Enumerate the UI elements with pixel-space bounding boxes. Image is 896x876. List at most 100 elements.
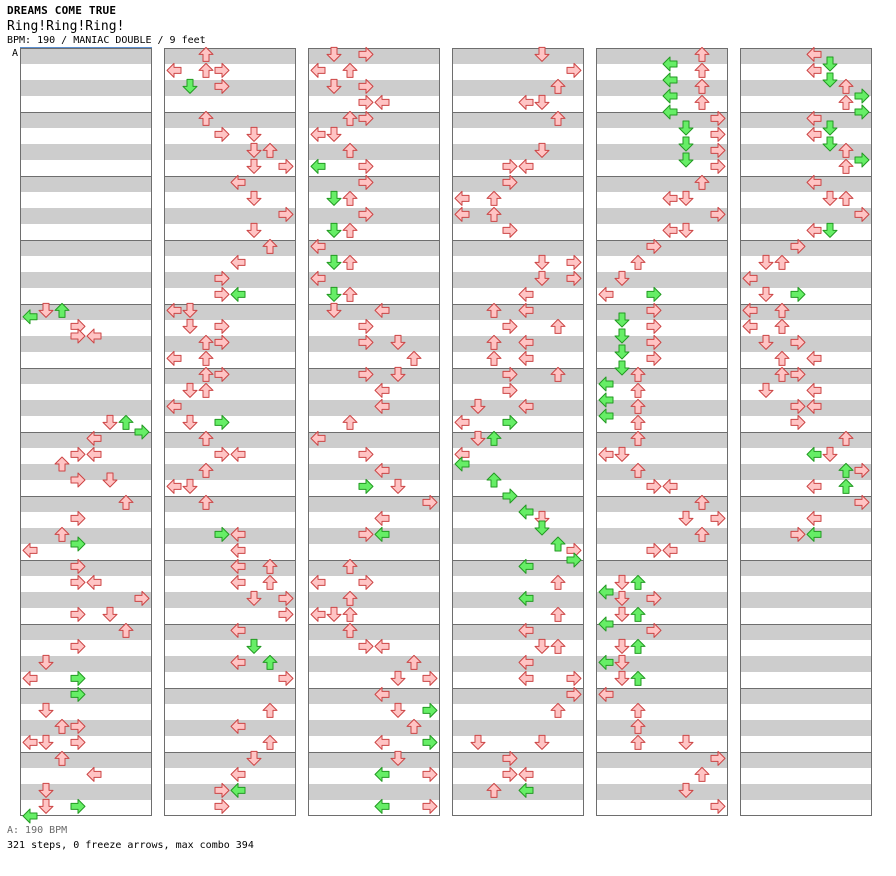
measure-line xyxy=(20,240,152,241)
measure-line xyxy=(164,112,296,113)
arrow-right-icon xyxy=(134,590,150,606)
arrow-up-icon xyxy=(342,142,358,158)
arrow-up-icon xyxy=(118,494,134,510)
arrow-left-icon xyxy=(662,56,678,72)
beat-band xyxy=(596,64,728,80)
arrow-down-icon xyxy=(822,190,838,206)
arrow-left-icon xyxy=(662,72,678,88)
arrow-right-icon xyxy=(278,158,294,174)
arrow-left-icon xyxy=(166,478,182,494)
arrow-up-icon xyxy=(54,456,70,472)
chart-column xyxy=(740,46,872,816)
column-border xyxy=(20,48,152,816)
arrow-right-icon xyxy=(70,574,86,590)
arrow-left-icon xyxy=(742,318,758,334)
beat-band xyxy=(596,736,728,752)
beat-band xyxy=(740,240,872,256)
arrow-up-icon xyxy=(406,718,422,734)
arrow-up-icon xyxy=(342,622,358,638)
arrow-up-icon xyxy=(342,590,358,606)
arrow-left-icon xyxy=(806,526,822,542)
arrow-left-icon xyxy=(806,398,822,414)
beat-band xyxy=(164,544,296,560)
beat-band xyxy=(308,688,440,704)
arrow-down-icon xyxy=(246,638,262,654)
arrow-up-icon xyxy=(550,606,566,622)
arrow-left-icon xyxy=(230,174,246,190)
arrow-right-icon xyxy=(422,702,438,718)
arrow-right-icon xyxy=(358,174,374,190)
arrow-up-icon xyxy=(198,110,214,126)
beat-band xyxy=(596,208,728,224)
beat-band xyxy=(740,272,872,288)
chart-column xyxy=(452,46,584,816)
arrow-left-icon xyxy=(454,414,470,430)
arrow-up-icon xyxy=(550,366,566,382)
arrow-left-icon xyxy=(742,270,758,286)
beat-band xyxy=(308,416,440,432)
beat-band xyxy=(740,48,872,64)
arrow-right-icon xyxy=(502,318,518,334)
arrow-down-icon xyxy=(678,190,694,206)
beat-band xyxy=(740,160,872,176)
beat-band xyxy=(596,720,728,736)
beat-band xyxy=(164,624,296,640)
arrow-down-icon xyxy=(38,654,54,670)
beat-band xyxy=(164,320,296,336)
arrow-right-icon xyxy=(358,206,374,222)
beat-band xyxy=(740,208,872,224)
beat-band xyxy=(596,352,728,368)
measure-line xyxy=(596,624,728,625)
arrow-down-icon xyxy=(38,702,54,718)
arrow-up-icon xyxy=(198,334,214,350)
arrow-down-icon xyxy=(326,222,342,238)
arrow-left-icon xyxy=(374,302,390,318)
measure-line xyxy=(452,240,584,241)
column-border xyxy=(164,48,296,816)
measure-line xyxy=(740,368,872,369)
arrow-left-icon xyxy=(598,286,614,302)
arrow-up-icon xyxy=(630,574,646,590)
arrow-left-icon xyxy=(518,94,534,110)
beat-band xyxy=(20,496,152,512)
arrow-up-icon xyxy=(838,190,854,206)
arrow-right-icon xyxy=(502,158,518,174)
beat-band xyxy=(596,432,728,448)
beat-band xyxy=(20,640,152,656)
measure-line xyxy=(164,496,296,497)
arrow-up-icon xyxy=(486,472,502,488)
arrow-left-icon xyxy=(806,350,822,366)
measure-line xyxy=(740,688,872,689)
arrow-down-icon xyxy=(614,590,630,606)
beat-band xyxy=(164,208,296,224)
measure-line xyxy=(20,368,152,369)
arrow-left-icon xyxy=(230,526,246,542)
beat-band xyxy=(20,736,152,752)
arrow-up-icon xyxy=(550,110,566,126)
arrow-up-icon xyxy=(198,462,214,478)
beat-band xyxy=(308,592,440,608)
arrow-down-icon xyxy=(326,606,342,622)
arrow-up-icon xyxy=(694,46,710,62)
chart-meta: BPM: 190 / MANIAC DOUBLE / 9 feet xyxy=(7,35,206,46)
arrow-right-icon xyxy=(854,206,870,222)
arrow-left-icon xyxy=(310,430,326,446)
arrow-up-icon xyxy=(262,558,278,574)
arrow-left-icon xyxy=(806,126,822,142)
bpm-change-line xyxy=(20,47,152,48)
arrow-down-icon xyxy=(38,734,54,750)
arrow-up-icon xyxy=(262,702,278,718)
beat-band xyxy=(452,80,584,96)
measure-line xyxy=(308,560,440,561)
beat-band xyxy=(308,720,440,736)
beat-band xyxy=(308,256,440,272)
beat-band xyxy=(740,624,872,640)
arrow-up-icon xyxy=(630,414,646,430)
arrow-left-icon xyxy=(598,654,614,670)
measure-line xyxy=(596,496,728,497)
beat-band xyxy=(164,352,296,368)
beat-band xyxy=(740,416,872,432)
beat-band xyxy=(596,368,728,384)
beat-band xyxy=(308,464,440,480)
arrow-right-icon xyxy=(710,750,726,766)
